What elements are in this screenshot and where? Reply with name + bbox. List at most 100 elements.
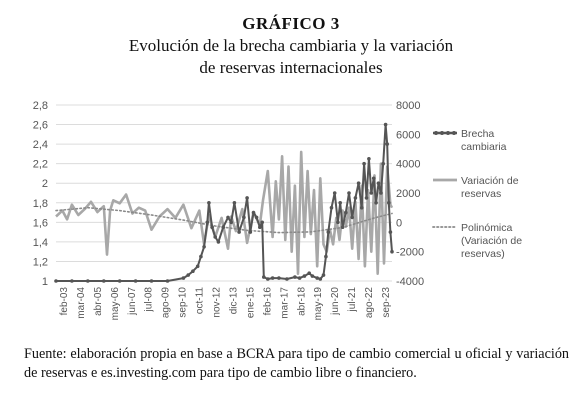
brecha-point bbox=[165, 279, 170, 283]
legend-label-line: Brecha bbox=[461, 128, 494, 140]
brecha-point bbox=[356, 181, 361, 185]
legend-label: Polinómica (Variación de reservas) bbox=[461, 222, 522, 260]
brecha-point bbox=[326, 230, 331, 234]
legend-item: Variación de reservas bbox=[433, 175, 519, 200]
brecha-point bbox=[307, 271, 312, 275]
x-ticks: feb-03 mar-04 abr-05 may-06 jun-07 jul-08 ago-… bbox=[59, 287, 392, 321]
brecha-point bbox=[350, 215, 355, 220]
y-left-tick-label: 1,2 bbox=[33, 256, 48, 268]
brecha-point bbox=[390, 249, 394, 254]
legend-label-line: reservas bbox=[461, 188, 501, 200]
brecha-point bbox=[340, 225, 345, 229]
brecha-point bbox=[54, 279, 58, 283]
figure-label: GRÁFICO 3 bbox=[242, 14, 340, 33]
brecha-point bbox=[213, 235, 217, 239]
x-tick-label: mar-17 bbox=[279, 287, 290, 319]
x-tick-label: dic-13 bbox=[228, 287, 239, 315]
brecha-point bbox=[369, 191, 374, 195]
brecha-point bbox=[318, 277, 323, 281]
y-left-tick-label: 1,8 bbox=[33, 198, 48, 210]
brecha-point bbox=[362, 161, 366, 166]
brecha-point bbox=[285, 277, 289, 281]
brecha-point bbox=[338, 201, 343, 205]
brecha-point bbox=[329, 205, 334, 210]
x-tick-label: abr-05 bbox=[93, 287, 104, 316]
brecha-point bbox=[102, 279, 106, 283]
brecha-point bbox=[186, 273, 190, 277]
brecha-point bbox=[381, 161, 386, 166]
x-tick-label: ago-09 bbox=[161, 287, 172, 319]
brecha-point bbox=[195, 264, 200, 269]
brecha-point bbox=[359, 205, 364, 210]
brecha-point bbox=[332, 191, 337, 195]
y-left-tick-label: 2,8 bbox=[33, 100, 48, 112]
brecha-point bbox=[207, 201, 211, 205]
x-tick-label: jun-20 bbox=[330, 287, 341, 316]
brecha-point bbox=[70, 279, 74, 283]
brecha-point bbox=[266, 277, 270, 281]
brecha-point bbox=[293, 275, 297, 279]
legend: Brecha cambiaria Variación de reservas Polin… bbox=[432, 128, 522, 260]
brecha-point bbox=[324, 254, 328, 259]
chart-title-line1: Evolución de la brecha cambiaria y la va… bbox=[128, 36, 454, 55]
x-tick-label: abr-18 bbox=[296, 287, 307, 316]
y-right-tick-label: 2000 bbox=[396, 188, 420, 200]
brecha-point bbox=[251, 210, 256, 215]
legend-marker bbox=[446, 131, 450, 135]
brecha-point bbox=[210, 225, 214, 229]
legend-marker bbox=[440, 131, 444, 135]
y-left-tick-label: 2 bbox=[42, 178, 48, 190]
brecha-point bbox=[297, 276, 302, 280]
y-right-tick-label: 4000 bbox=[396, 159, 420, 171]
brecha-point bbox=[347, 191, 351, 195]
brecha-point bbox=[364, 196, 369, 200]
brecha-point bbox=[205, 220, 210, 225]
brecha-point bbox=[344, 210, 348, 215]
brecha-point bbox=[270, 276, 275, 280]
x-tick-label: nov-12 bbox=[212, 287, 223, 318]
brecha-point bbox=[277, 276, 281, 280]
x-tick-label: may-06 bbox=[110, 287, 121, 321]
x-tick-label: sep-23 bbox=[381, 287, 392, 318]
brecha-point bbox=[379, 191, 383, 195]
brecha-point bbox=[262, 275, 266, 279]
legend-item: Brecha cambiaria bbox=[433, 128, 507, 153]
brecha-point bbox=[367, 157, 371, 161]
brecha-point bbox=[86, 279, 90, 283]
y-right-ticks: -4000 -2000 0 2000 4000 6000 8000 bbox=[396, 100, 424, 288]
chart: 1 1,2 1,4 1,6 1,8 2 2,2 2,4 2,6 2,8 -4000 -2000 0 20… bbox=[33, 100, 523, 321]
brecha-point bbox=[353, 196, 358, 200]
legend-marker bbox=[452, 131, 456, 135]
brecha-point bbox=[388, 230, 393, 234]
brecha-point bbox=[242, 215, 246, 220]
x-tick-label: feb-16 bbox=[262, 287, 273, 316]
brecha-point bbox=[310, 274, 315, 278]
brecha-point bbox=[260, 220, 265, 225]
series-line-variacion-reservas bbox=[55, 150, 394, 275]
brecha-point bbox=[133, 279, 138, 283]
y-right-tick-label: 6000 bbox=[396, 129, 420, 141]
brecha-point bbox=[248, 230, 253, 234]
y-left-ticks: 1 1,2 1,4 1,6 1,8 2 2,2 2,4 2,6 2,8 bbox=[33, 100, 48, 288]
x-tick-label: sep-10 bbox=[178, 287, 189, 318]
x-tick-label: jul-21 bbox=[347, 287, 358, 313]
x-tick-label: may-19 bbox=[313, 287, 324, 321]
brecha-point bbox=[374, 201, 378, 205]
brecha-point bbox=[383, 122, 388, 127]
brecha-point bbox=[149, 279, 154, 283]
brecha-point bbox=[245, 196, 249, 200]
legend-label-line: reservas) bbox=[461, 248, 505, 260]
brecha-point bbox=[226, 215, 230, 220]
brecha-point bbox=[302, 274, 307, 278]
brecha-point bbox=[229, 220, 233, 225]
brecha-point bbox=[336, 220, 340, 225]
brecha-point bbox=[371, 176, 376, 181]
y-left-tick-label: 1,6 bbox=[33, 217, 48, 229]
plot-area bbox=[54, 122, 394, 283]
brecha-point bbox=[216, 240, 221, 244]
y-right-tick-label: -2000 bbox=[396, 247, 424, 259]
y-right-tick-label: -4000 bbox=[396, 276, 424, 288]
legend-label: Brecha cambiaria bbox=[461, 128, 507, 153]
x-tick-label: ene-15 bbox=[245, 287, 256, 319]
x-tick-label: ago-22 bbox=[364, 287, 375, 319]
